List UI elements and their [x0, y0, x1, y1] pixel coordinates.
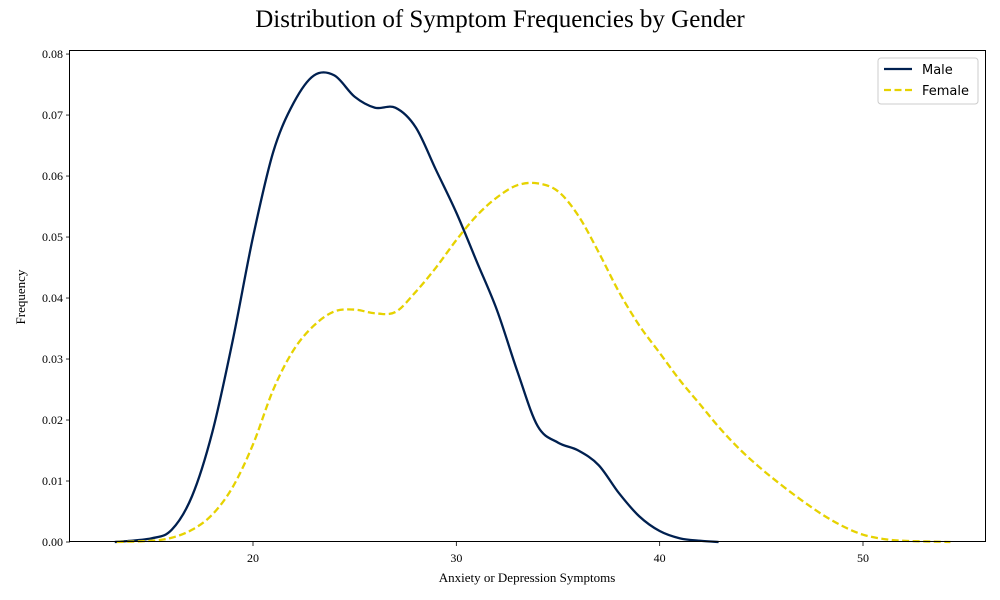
series-lines	[114, 71, 951, 544]
y-tick-label: 0.00	[42, 535, 63, 549]
y-axis-label: Frequency	[13, 269, 28, 324]
x-ticks: 20 30 40 50	[247, 542, 869, 565]
y-tick-label: 0.08	[42, 47, 63, 61]
x-tick-label: 50	[857, 551, 869, 565]
x-tick-label: 20	[247, 551, 259, 565]
legend-male-label: Male	[922, 63, 953, 78]
y-ticks: 0.00 0.01 0.02 0.03 0.04 0.05 0.06 0.07 0.08	[42, 47, 70, 549]
y-tick-label: 0.07	[42, 108, 63, 122]
y-tick-label: 0.04	[42, 291, 63, 305]
y-tick-label: 0.02	[42, 413, 63, 427]
y-tick-label: 0.01	[42, 474, 63, 488]
y-tick-label: 0.03	[42, 352, 63, 366]
legend-female-label: Female	[922, 84, 969, 99]
series-line-male	[114, 71, 719, 544]
y-tick-label: 0.05	[42, 230, 63, 244]
chart-title: Distribution of Symptom Frequencies by G…	[255, 6, 745, 33]
legend: Male Female	[877, 57, 979, 105]
plot-frame	[69, 50, 986, 542]
y-tick-label: 0.06	[42, 169, 63, 183]
series-line-female	[116, 181, 951, 544]
x-tick-label: 30	[450, 551, 462, 565]
x-axis-label: Anxiety or Depression Symptoms	[439, 570, 616, 585]
x-tick-label: 40	[654, 551, 666, 565]
